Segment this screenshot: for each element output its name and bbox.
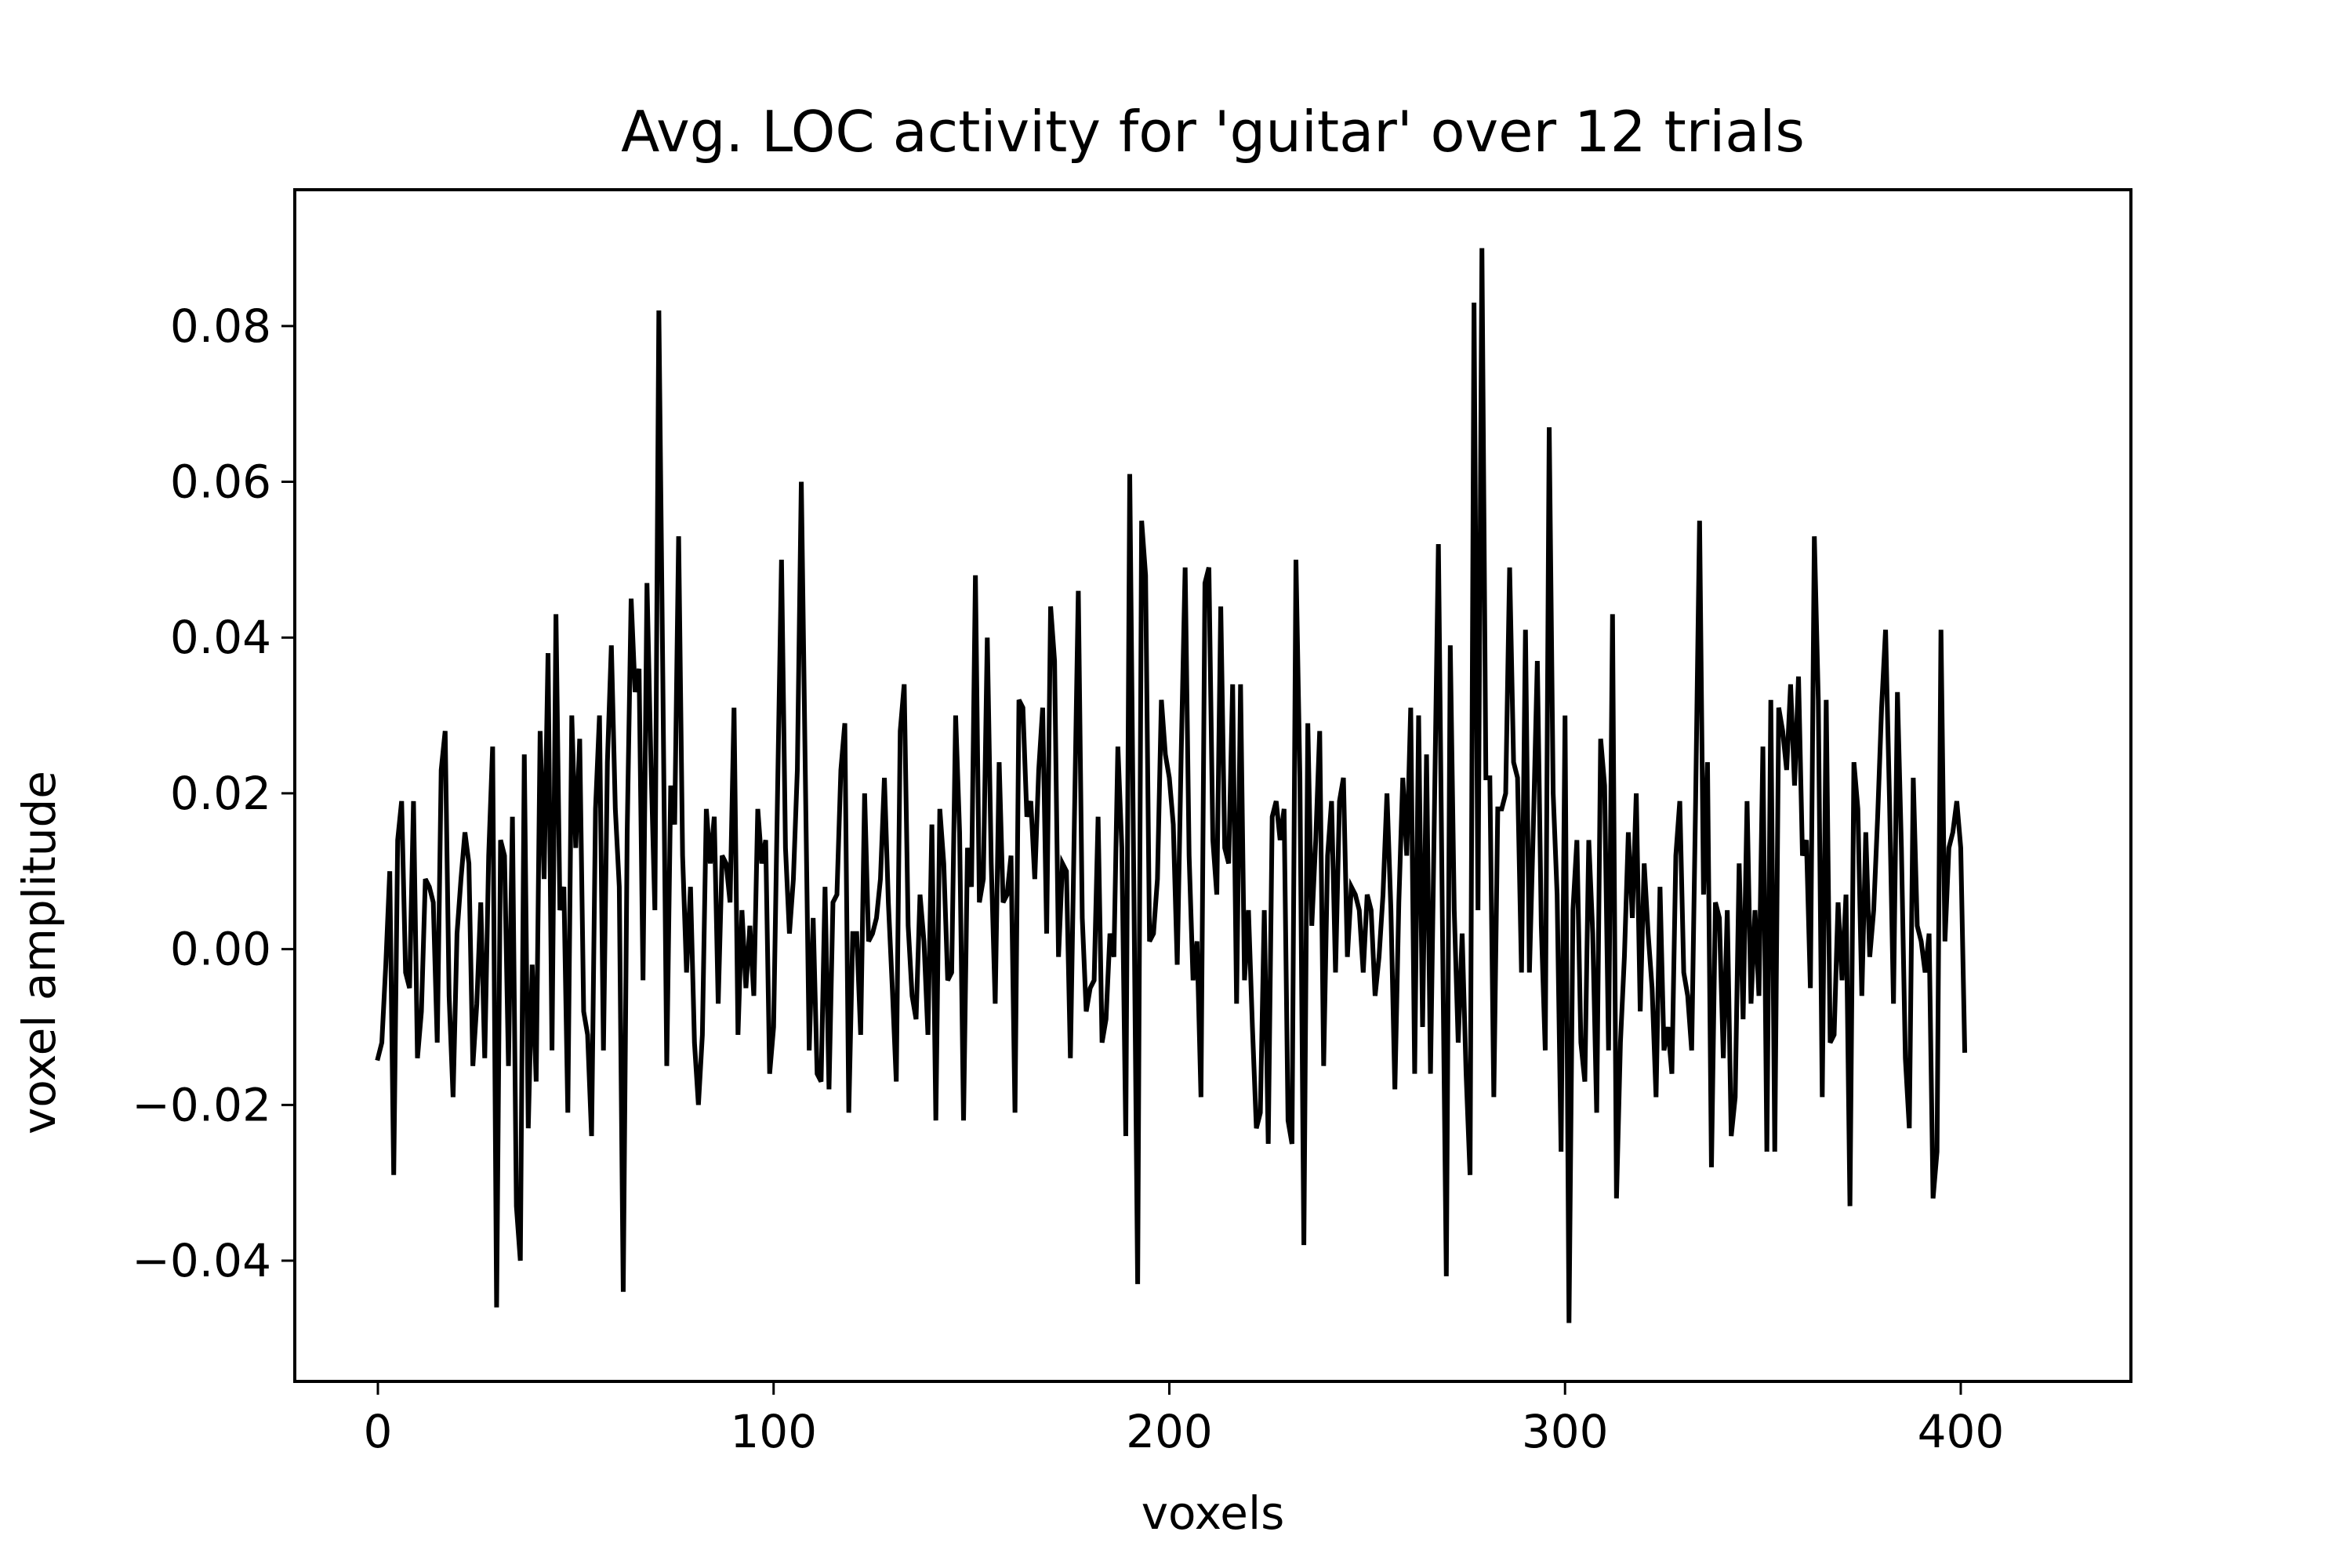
axis-ticks: 0 100 200 300 400 −0.04 −0.02 0.00 0.02 0.04 0.06 0…	[132, 299, 2004, 1458]
chart-title: Avg. LOC activity for 'guitar' over 12 t…	[621, 99, 1805, 165]
x-tick-label: 400	[1918, 1405, 2005, 1458]
y-axis-label: voxel amplitude	[13, 771, 66, 1134]
y-tick-label: 0.06	[170, 456, 271, 509]
x-axis-label: voxels	[1142, 1486, 1285, 1540]
y-tick-label: −0.02	[132, 1078, 271, 1131]
y-tick-label: 0.08	[170, 299, 271, 353]
plot-area	[375, 248, 1968, 1323]
y-tick-label: 0.04	[170, 611, 271, 664]
x-tick-label: 100	[730, 1405, 817, 1458]
plot-frame	[293, 188, 2132, 1383]
x-tick-label: 300	[1522, 1405, 1609, 1458]
y-tick-label: 0.02	[170, 767, 271, 820]
y-tick-label: 0.00	[170, 923, 271, 976]
x-tick-label: 0	[364, 1405, 393, 1458]
y-tick-label: −0.04	[132, 1234, 271, 1287]
series-line-0	[375, 248, 1968, 1323]
x-tick-label: 200	[1126, 1405, 1213, 1458]
